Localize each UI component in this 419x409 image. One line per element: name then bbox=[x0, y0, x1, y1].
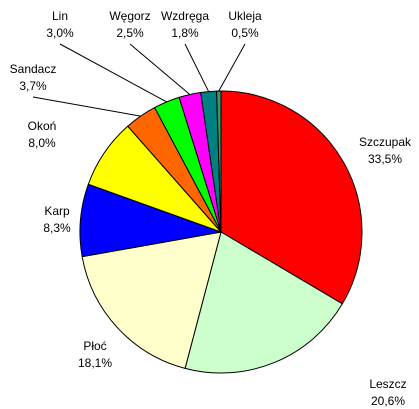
slice-label: Okoń bbox=[28, 119, 57, 133]
slice-label: Ukleja bbox=[228, 9, 262, 23]
slice-value-label: 8,3% bbox=[43, 221, 71, 235]
slice-value-label: 18,1% bbox=[78, 356, 112, 370]
slice-label: Szczupak bbox=[359, 135, 412, 149]
slice-label: Płoć bbox=[83, 339, 106, 353]
slice-value-label: 3,0% bbox=[46, 26, 74, 40]
leader-line bbox=[129, 43, 191, 95]
slice-label: Węgorz bbox=[109, 9, 150, 23]
leader-line bbox=[32, 96, 141, 117]
leader-line bbox=[184, 43, 210, 92]
slice-value-label: 33,5% bbox=[368, 152, 402, 166]
pie-slice bbox=[220, 90, 363, 305]
slice-label: Sandacz bbox=[10, 62, 57, 76]
slice-value-label: 20,6% bbox=[371, 394, 405, 408]
leader-line bbox=[218, 43, 246, 92]
slice-label: Karp bbox=[44, 204, 70, 218]
pie-slice bbox=[216, 90, 222, 233]
pie-slice bbox=[184, 231, 344, 374]
pie-slice bbox=[81, 231, 222, 369]
slice-label: Wzdręga bbox=[161, 9, 209, 23]
slice-label: Leszcz bbox=[369, 377, 406, 391]
slice-value-label: 3,7% bbox=[19, 79, 47, 93]
slice-label: Lin bbox=[52, 9, 68, 23]
slice-value-label: 1,8% bbox=[171, 26, 199, 40]
leader-line bbox=[59, 43, 167, 103]
slice-value-label: 2,5% bbox=[116, 26, 144, 40]
slice-value-label: 8,0% bbox=[28, 136, 56, 150]
slice-value-label: 0,5% bbox=[231, 26, 259, 40]
